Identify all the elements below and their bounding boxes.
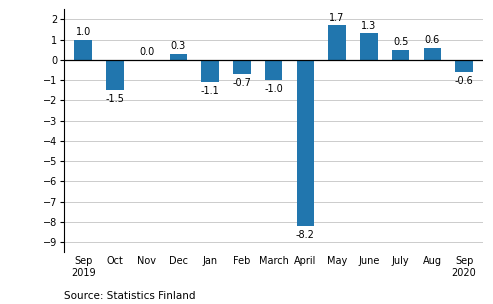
Bar bbox=[392, 50, 409, 60]
Bar bbox=[202, 60, 219, 82]
Bar bbox=[456, 60, 473, 72]
Text: -1.1: -1.1 bbox=[201, 86, 219, 96]
Text: -8.2: -8.2 bbox=[296, 230, 315, 240]
Text: 0.5: 0.5 bbox=[393, 37, 408, 47]
Bar bbox=[423, 48, 441, 60]
Bar bbox=[328, 25, 346, 60]
Text: 0.6: 0.6 bbox=[425, 35, 440, 45]
Bar bbox=[170, 54, 187, 60]
Text: 1.0: 1.0 bbox=[75, 27, 91, 37]
Text: -0.6: -0.6 bbox=[455, 76, 473, 86]
Bar bbox=[106, 60, 124, 90]
Text: 0.3: 0.3 bbox=[171, 41, 186, 51]
Text: 1.7: 1.7 bbox=[329, 13, 345, 23]
Text: -1.5: -1.5 bbox=[106, 94, 124, 104]
Text: -1.0: -1.0 bbox=[264, 84, 283, 94]
Bar bbox=[265, 60, 282, 80]
Text: Source: Statistics Finland: Source: Statistics Finland bbox=[64, 291, 196, 301]
Bar bbox=[360, 33, 378, 60]
Text: -0.7: -0.7 bbox=[232, 78, 251, 88]
Text: 1.3: 1.3 bbox=[361, 21, 377, 31]
Bar bbox=[297, 60, 314, 226]
Bar bbox=[74, 40, 92, 60]
Text: 0.0: 0.0 bbox=[139, 47, 154, 57]
Bar bbox=[233, 60, 250, 74]
